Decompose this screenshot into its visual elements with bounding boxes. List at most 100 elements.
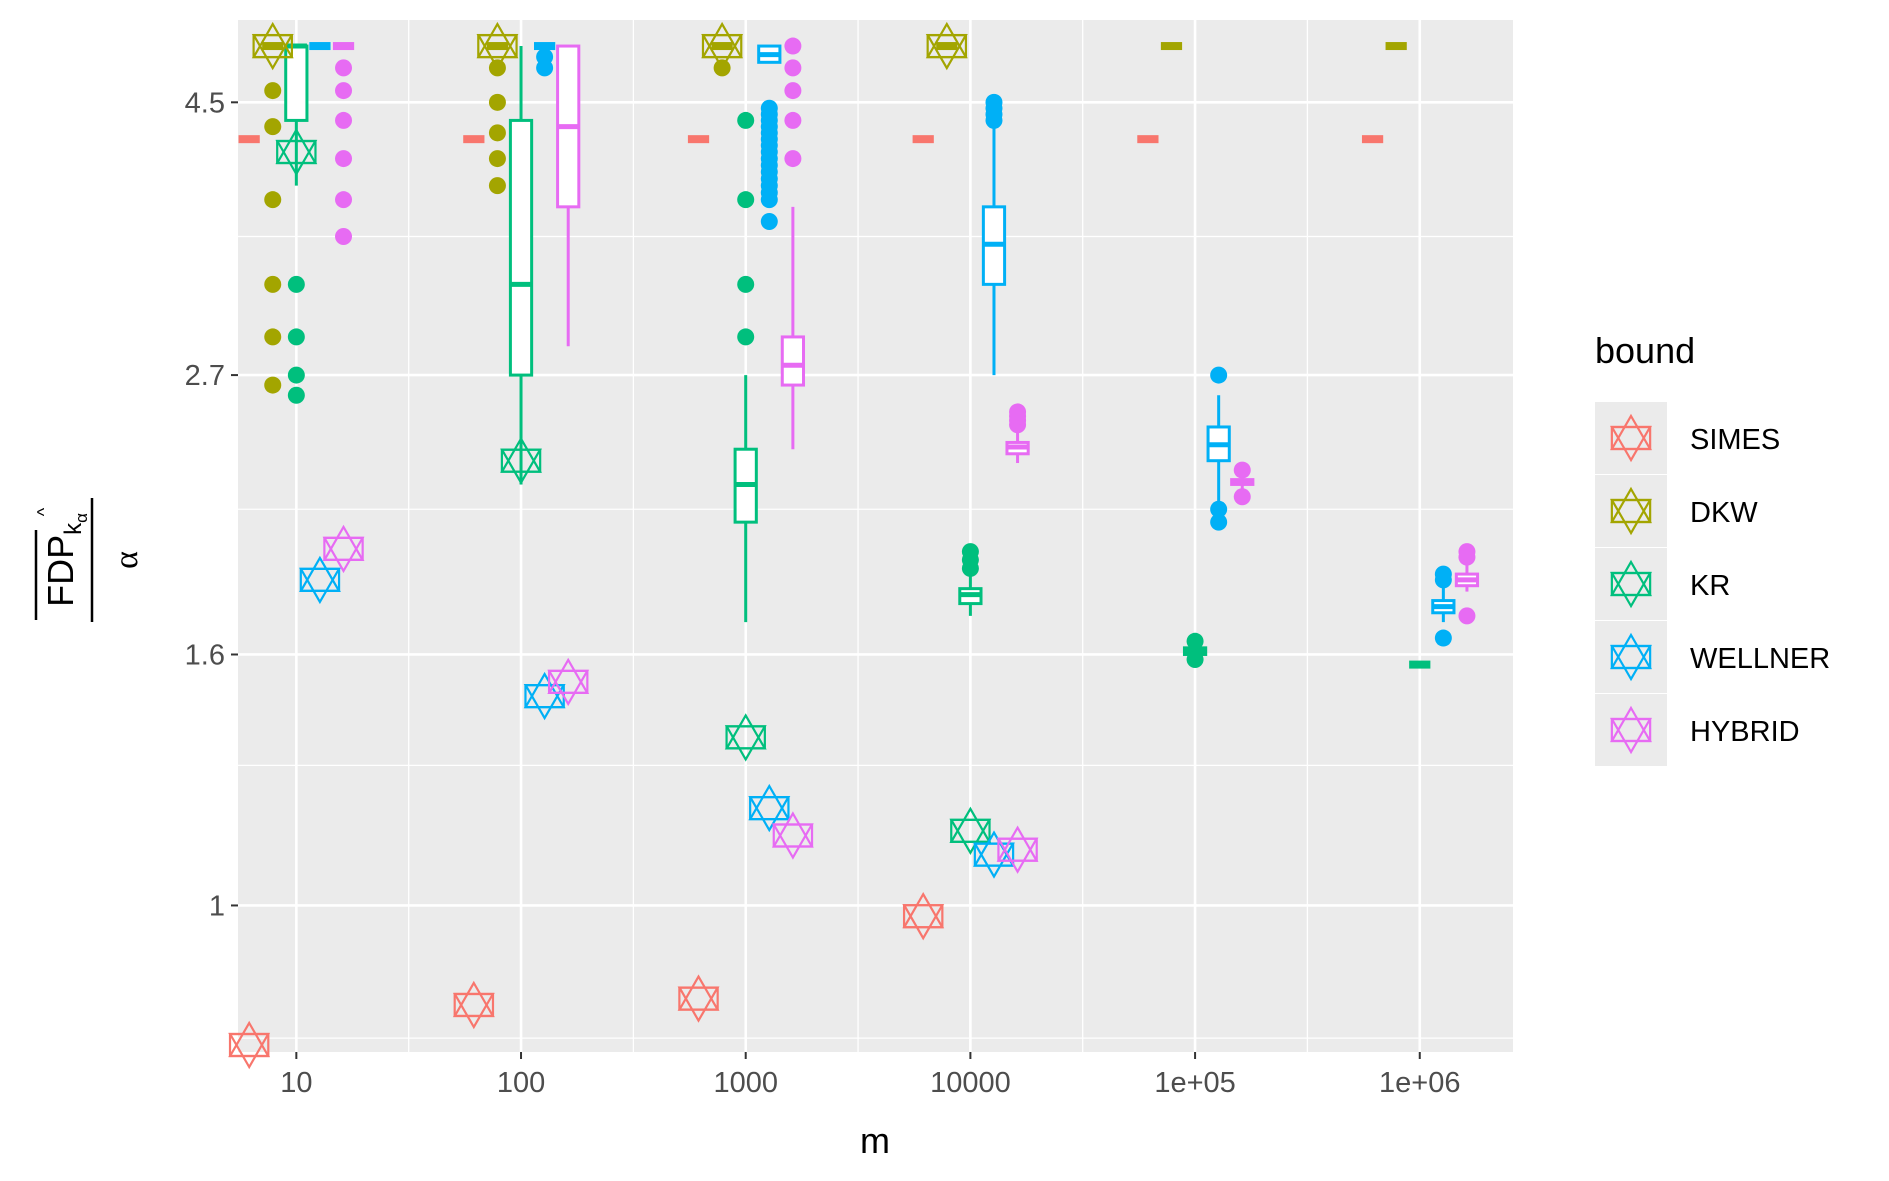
star-marker-dkw: [925, 21, 968, 71]
boxplot-outlier: [287, 328, 305, 346]
boxplot-hybrid: [780, 37, 806, 450]
boxplot-flat-bar: [711, 42, 733, 51]
star-marker-simes-box: [453, 992, 495, 1018]
boxplot-flat-bar: [687, 135, 710, 144]
boxplot-dkw: [936, 42, 958, 51]
legend-title: bound: [1595, 330, 1695, 371]
boxplot-hybrid: [1230, 461, 1255, 506]
boxplot-kr: [958, 543, 983, 616]
star-marker-dkw: [251, 21, 294, 71]
star-marker-hybrid: [771, 811, 814, 860]
boxplot-flat-bar: [309, 42, 331, 51]
boxplot-outlier: [287, 275, 305, 293]
boxplot-outlier: [488, 177, 506, 195]
boxplot-outlier: [1186, 651, 1204, 669]
star-marker-kr: [275, 127, 318, 177]
star-marker-simes: [677, 974, 720, 1023]
boxplot-outlier: [264, 376, 282, 394]
axis-ticks: 1 1.6 2.7 4.5 10 100 1000 10000 1e+05 1e+06: [185, 87, 1461, 1099]
boxplot-dkw: [1385, 42, 1407, 51]
star-marker-dkw-box: [926, 33, 968, 59]
boxplot-flat-bar: [1160, 42, 1183, 51]
boxplot-wellner: [533, 42, 556, 77]
boxplot-outlier: [335, 111, 353, 129]
boxplot-outlier: [264, 328, 282, 346]
boxplot-outlier: [264, 82, 282, 100]
y-axis-sub-alpha: α: [72, 513, 91, 523]
x-tick-label: 1000: [713, 1067, 778, 1099]
boxplot-outlier: [737, 111, 755, 129]
boxplot-dkw: [262, 42, 284, 394]
legend: bound SIMES DKW KR WELLNER HYBRID: [1595, 330, 1830, 766]
boxplot-outlier: [335, 150, 353, 168]
star-marker-simes-box: [678, 986, 719, 1011]
boxplot-outlier: [264, 191, 282, 209]
boxplot-outlier: [737, 191, 755, 209]
boxplot-kr: [1182, 632, 1208, 669]
boxplot-wellner: [757, 44, 782, 230]
boxplot-outlier: [784, 150, 802, 168]
star-marker-kr-box: [276, 139, 317, 165]
legend-item-dkw: DKW: [1595, 475, 1758, 547]
boxplot-outlier: [961, 543, 979, 561]
boxplot-outlier: [737, 328, 755, 346]
boxplot-outlier: [1009, 403, 1027, 421]
boxplot-outlier: [1210, 513, 1228, 531]
legend-label: WELLNER: [1690, 643, 1830, 675]
star-marker-dkw-box: [477, 33, 518, 59]
boxplot-flat-bar: [936, 42, 958, 51]
boxplot-simes: [687, 135, 710, 144]
boxplot-flat-bar: [332, 42, 355, 51]
boxplot-simes: [912, 135, 934, 144]
boxplot-outlier: [1458, 607, 1476, 625]
star-marker-hybrid: [996, 825, 1039, 874]
grid-minor: [238, 20, 1513, 1052]
boxplot-simes: [238, 135, 260, 144]
boxplot-simes: [1361, 135, 1384, 144]
boxplot-outlier: [784, 111, 802, 129]
star-marker-simes: [228, 1020, 271, 1070]
boxplot-outlier: [784, 59, 802, 77]
boxplot-flat-bar: [1137, 135, 1159, 144]
boxplot-flat-bar: [1361, 135, 1384, 144]
star-marker-dkw: [701, 21, 744, 71]
star-marker-hybrid-box: [772, 823, 814, 848]
legend-label: SIMES: [1690, 424, 1780, 456]
star-marker-wellner-box: [299, 567, 341, 592]
boxplot-flat-bar: [1385, 42, 1407, 51]
legend-key-icon: [1609, 632, 1653, 682]
star-marker-hybrid: [547, 657, 590, 707]
legend-key-bg: [1595, 621, 1667, 693]
boxplot-outlier: [287, 386, 305, 404]
y-axis-denominator: α: [108, 551, 145, 569]
star-marker-hybrid-box: [323, 536, 364, 561]
x-tick-label: 1e+06: [1379, 1067, 1460, 1099]
star-marker-hybrid-box: [547, 669, 589, 694]
legend-key-icon-box: [1610, 498, 1652, 524]
star-marker-kr-box: [725, 725, 766, 750]
star-marker-wellner-box: [973, 842, 1015, 867]
legend-label: DKW: [1690, 497, 1758, 529]
legend-key-icon: [1609, 486, 1653, 536]
boxplot-wellner: [1206, 366, 1231, 531]
x-tick-label: 10000: [930, 1067, 1011, 1099]
chart-marks: [228, 21, 1480, 1070]
y-axis-numerator: FDPkα: [40, 513, 91, 607]
legend-key-bg: [1595, 548, 1667, 620]
legend-key-bg: [1595, 694, 1667, 766]
legend-label: KR: [1690, 570, 1730, 602]
y-tick-label: 1: [209, 890, 225, 922]
legend-label: HYBRID: [1690, 716, 1800, 748]
boxplot-flat-bar: [463, 135, 485, 144]
boxplot-outlier: [1458, 543, 1476, 561]
boxplot-wellner: [1431, 565, 1456, 647]
boxplot-outlier: [287, 366, 305, 384]
legend-item-simes: SIMES: [1595, 402, 1780, 474]
boxplot-wellner: [309, 42, 331, 51]
legend-key-bg: [1595, 402, 1667, 474]
boxplot-outlier: [1434, 629, 1452, 647]
y-axis-title: FDPkα ^ α: [34, 498, 145, 622]
legend-item-kr: KR: [1595, 548, 1730, 620]
y-tick-label: 1.6: [185, 639, 225, 671]
